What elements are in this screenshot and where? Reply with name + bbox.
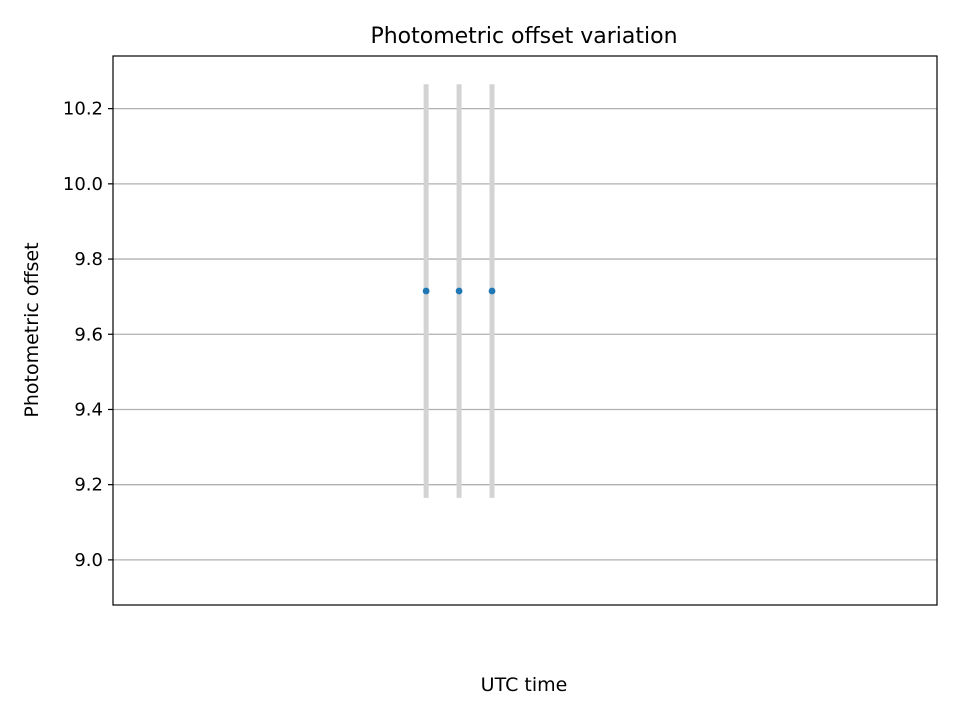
- grid: [113, 107, 937, 561]
- y-tick-label: 9.8: [74, 249, 103, 270]
- y-tick-label: 9.4: [74, 399, 103, 420]
- y-tick-label: 9.0: [74, 550, 103, 571]
- y-tick-label: 10.0: [63, 174, 103, 195]
- y-tick-label: 10.2: [63, 99, 103, 120]
- chart-title: Photometric offset variation: [370, 24, 677, 49]
- data-points: [422, 287, 496, 295]
- plot-frame: [112, 55, 938, 606]
- data-point: [455, 287, 463, 295]
- y-tick-label: 9.6: [74, 324, 103, 345]
- error-bars: [423, 84, 495, 498]
- y-axis-ticks: 9.0 9.2 9.4 9.6 9.8 10.0 10.2: [63, 99, 113, 571]
- data-point: [488, 287, 496, 295]
- data-point: [422, 287, 430, 295]
- y-tick-label: 9.2: [74, 475, 103, 496]
- y-axis-label: Photometric offset: [21, 242, 43, 417]
- x-axis-label: UTC time: [481, 674, 568, 696]
